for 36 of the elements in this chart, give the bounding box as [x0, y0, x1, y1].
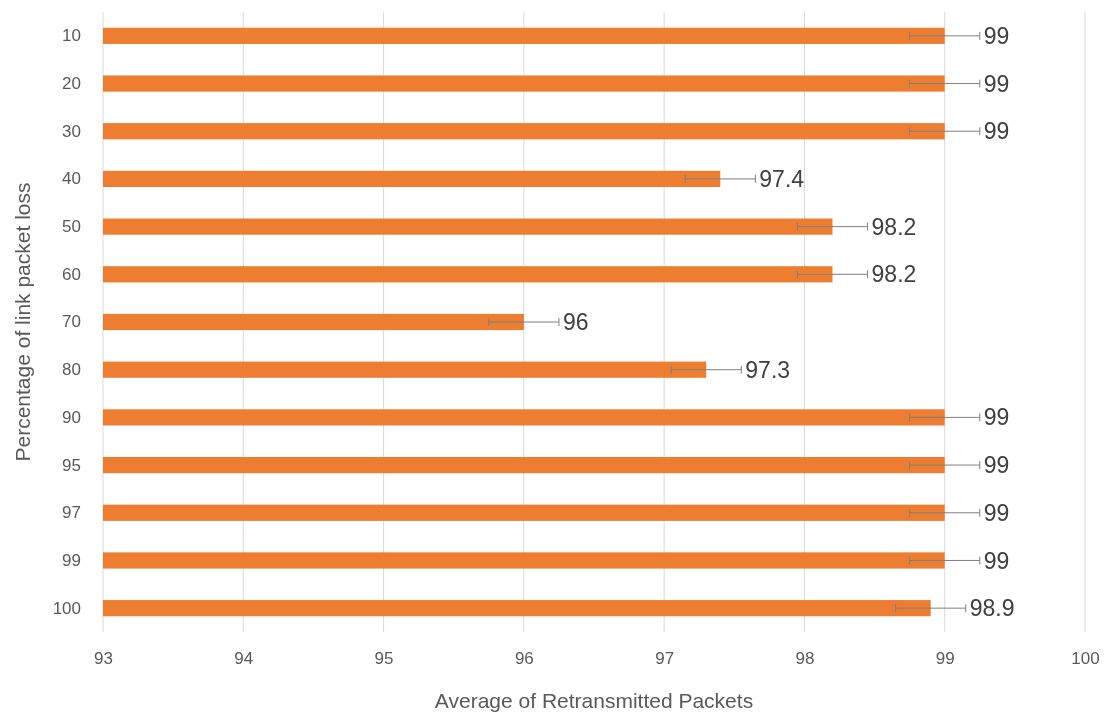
data-label: 98.9: [969, 595, 1015, 622]
y-tick-label: 95: [62, 455, 81, 475]
data-label: 99: [983, 452, 1010, 479]
data-label: 99: [983, 118, 1010, 145]
data-label: 99: [983, 22, 1010, 49]
data-label: 99: [983, 404, 1010, 431]
y-tick-label: 20: [62, 73, 81, 93]
y-tick-label: 60: [62, 264, 81, 284]
y-axis-title: Percentage of link packet loss: [11, 182, 34, 462]
x-tick-label: 95: [374, 649, 394, 669]
data-label: 96: [562, 309, 589, 336]
x-tick-label: 100: [1071, 649, 1100, 669]
y-tick-label: 99: [62, 550, 81, 570]
y-tick-label: 50: [62, 217, 81, 237]
data-label: 98.2: [871, 213, 917, 240]
y-tick-label: 90: [62, 407, 81, 427]
x-axis-title: Average of Retransmitted Packets: [434, 689, 754, 712]
y-tick-label: 10: [62, 26, 81, 46]
y-tick-label: 80: [62, 360, 81, 380]
y-tick-label: 97: [62, 503, 81, 523]
data-label: 99: [983, 70, 1010, 97]
data-label: 99: [983, 547, 1010, 574]
x-tick-label: 97: [655, 649, 675, 669]
x-tick-label: 94: [234, 649, 254, 669]
x-tick-label: 99: [935, 649, 955, 669]
x-tick-label: 96: [514, 649, 534, 669]
data-label: 97.4: [759, 165, 805, 192]
data-label: 99: [983, 499, 1010, 526]
y-tick-label: 70: [62, 312, 81, 332]
x-tick-label: 93: [94, 649, 113, 669]
data-label: 97.3: [745, 356, 791, 383]
y-tick-label: 40: [62, 169, 81, 189]
x-tick-label: 98: [795, 649, 815, 669]
y-tick-label: 100: [52, 598, 81, 618]
data-label: 98.2: [871, 261, 917, 288]
y-tick-label: 30: [62, 121, 81, 141]
